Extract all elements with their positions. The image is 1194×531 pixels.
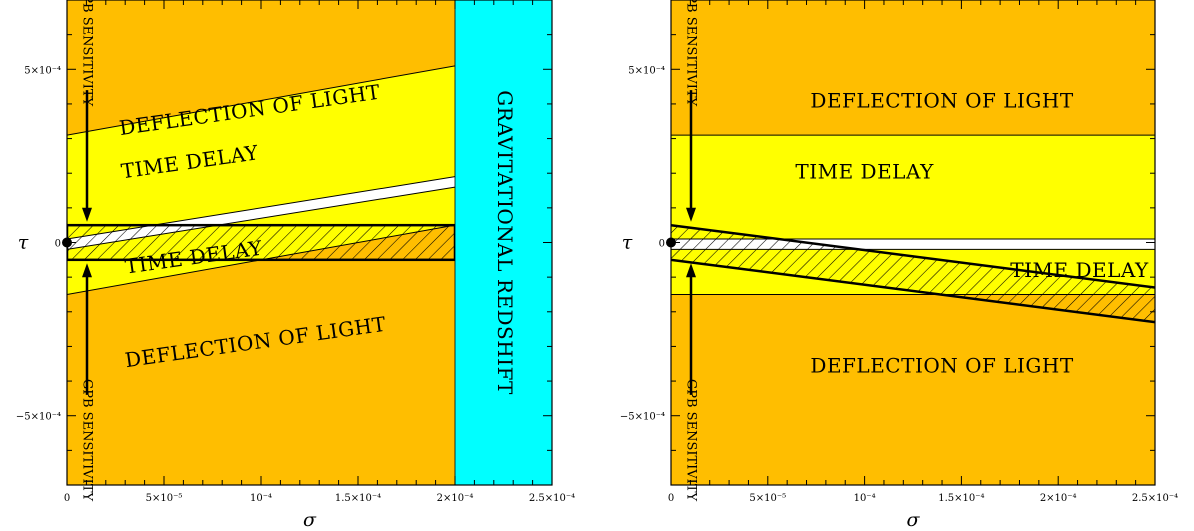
x-tick-label: 2.5×10⁻⁴ [1132, 493, 1178, 504]
y-tick-label: −5×10⁻⁴ [16, 412, 61, 423]
gpb-sensitivity-label: GPB SENSITIVITY [80, 0, 95, 107]
x-axis-label: σ [907, 509, 921, 531]
x-tick-label: 2.5×10⁻⁴ [529, 493, 575, 504]
y-tick-label: 0 [659, 239, 665, 250]
gpb-sensitivity-label: GPB SENSITIVITY [684, 379, 699, 502]
gpb-sensitivity-label: GPB SENSITIVITY [80, 379, 95, 502]
gpb-arrowhead [82, 207, 92, 222]
redshift-region [455, 0, 552, 485]
gpb-arrowhead [82, 263, 92, 278]
gpb-band-edge [671, 258, 1155, 324]
plot-area [671, 0, 1155, 485]
time-delay-label: TIME DELAY [795, 159, 934, 183]
time-delay-label: TIME DELAY [1010, 258, 1149, 282]
gpb-band-edge [671, 223, 1155, 289]
y-tick-label: 5×10⁻⁴ [24, 65, 61, 76]
right-panel: DEFLECTION OF LIGHT TIME DELAY TIME DELAY D… [620, 0, 1178, 531]
deflection-label: DEFLECTION OF LIGHT [810, 88, 1073, 112]
x-tick-label: 5×10⁻⁵ [749, 493, 786, 504]
x-tick-label: 0 [64, 493, 70, 504]
x-axis-label: σ [303, 509, 317, 531]
x-tick-label: 1.5×10⁻⁴ [938, 493, 984, 504]
x-tick-label: 10⁻⁴ [250, 493, 272, 504]
gpb-arrowhead [686, 207, 696, 222]
boundary-line [67, 65, 456, 136]
x-tick-label: 5×10⁻⁵ [146, 493, 183, 504]
x-tick-label: 10⁻⁴ [854, 493, 876, 504]
deflection-label: DEFLECTION OF LIGHT [810, 353, 1073, 377]
allowed-region [671, 239, 1155, 250]
y-tick-label: −5×10⁻⁴ [620, 412, 665, 423]
gpb-sensitivity-label: GPB SENSITIVITY [684, 0, 699, 107]
x-tick-label: 2×10⁻⁴ [1040, 493, 1077, 504]
y-tick-label: 0 [55, 239, 61, 250]
gpb-band [671, 225, 1155, 323]
gpb-arrowhead [686, 263, 696, 278]
x-tick-label: 0 [668, 493, 674, 504]
plot-area [67, 0, 552, 485]
x-tick-label: 1.5×10⁻⁴ [335, 493, 381, 504]
x-tick-label: 2×10⁻⁴ [437, 493, 474, 504]
y-tick-label: 5×10⁻⁴ [628, 65, 665, 76]
redshift-label: GRAVITATIONAL REDSHIFT [493, 90, 517, 395]
y-axis-label: τ [18, 232, 29, 254]
y-axis-label: τ [622, 232, 633, 254]
